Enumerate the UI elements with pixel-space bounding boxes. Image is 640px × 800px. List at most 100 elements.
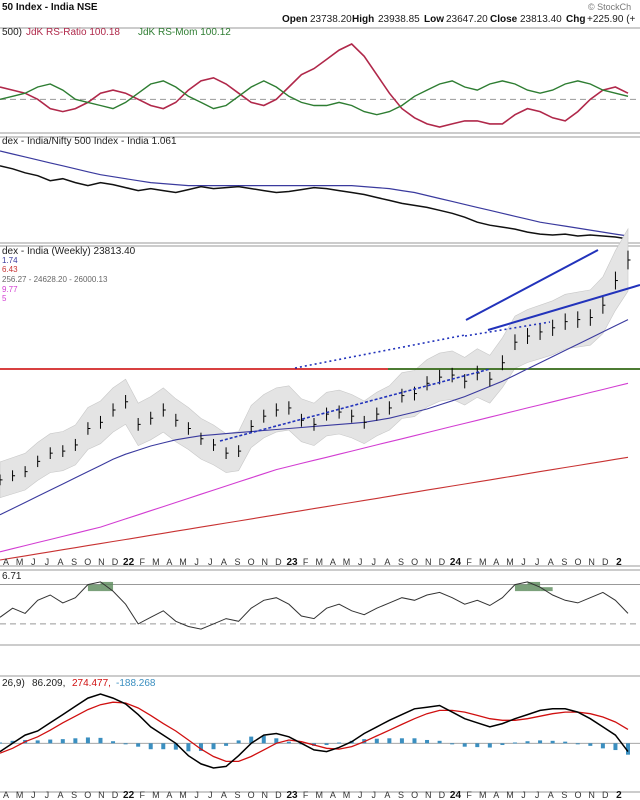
osc-overbought-fill	[527, 581, 541, 592]
macd-x-tick-label: A	[548, 790, 554, 800]
macd-x-tick-label: A	[330, 790, 336, 800]
macd-x-tick-label: O	[411, 790, 418, 800]
price-x-tick-label: J	[45, 557, 50, 567]
macd-x-tick-label: M	[479, 790, 487, 800]
macd-x-tick-label: 24	[450, 790, 462, 800]
price-x-tick-label: N	[98, 557, 105, 567]
channel-lower-line	[487, 284, 640, 331]
macd-x-tick-label: M	[152, 790, 160, 800]
price-x-tick-label: D	[112, 557, 119, 567]
price-x-tick-label: A	[3, 557, 9, 567]
macd-histogram-bar	[60, 739, 65, 744]
price-x-tick-label: O	[248, 557, 255, 567]
macd-signal-value: 274.477,	[72, 678, 111, 689]
macd-x-tick-label: O	[248, 790, 255, 800]
macd-x-tick-label: F	[303, 790, 309, 800]
macd-x-tick-label: D	[112, 790, 119, 800]
price-x-tick-label: M	[16, 557, 24, 567]
high-value: 23938.85	[378, 14, 420, 25]
price-x-tick-label: M	[316, 557, 324, 567]
macd-histogram-bar	[274, 738, 279, 744]
low-label: Low	[424, 14, 444, 25]
price-x-tick-label: M	[179, 557, 187, 567]
macd-x-tick-label: J	[45, 790, 50, 800]
price-x-tick-label: O	[411, 557, 418, 567]
open-value: 23738.20	[310, 14, 352, 25]
brand-watermark: © StockCh	[588, 2, 631, 12]
rs-ratio-line	[0, 43, 629, 128]
rrg-prefix: 500)	[2, 27, 22, 38]
low-value: 23647.20	[446, 14, 488, 25]
ma-legend: 1.74 6.43 256.27 - 24628.20 - 26000.13 9…	[2, 256, 108, 303]
price-x-tick-label: A	[221, 557, 227, 567]
macd-x-tick-label: A	[221, 790, 227, 800]
macd-histogram-bar	[236, 740, 241, 744]
price-x-tick-label: J	[358, 557, 363, 567]
ma-legend-4: 9.77	[2, 285, 18, 294]
macd-histogram-bar	[475, 743, 480, 748]
macd-x-tick-label: D	[439, 790, 446, 800]
macd-x-tick-label: F	[466, 790, 472, 800]
price-x-tick-label: O	[575, 557, 582, 567]
macd-x-axis: A M J J A S O N D 22 F M A M J J A S O N D 23 F M A M J J A S O N D 24 F M A…	[3, 790, 622, 800]
macd-x-tick-label: M	[506, 790, 514, 800]
price-x-tick-label: A	[57, 557, 63, 567]
macd-histogram-bar	[575, 743, 580, 745]
price-x-tick-label: A	[548, 557, 554, 567]
macd-histogram-bar	[538, 740, 543, 744]
chart-title: 50 Index - India NSE	[2, 2, 98, 13]
macd-histogram-bar	[500, 743, 505, 746]
macd-histogram-bar	[161, 743, 166, 750]
macd-histogram-bar	[136, 743, 141, 747]
price-x-tick-label: M	[152, 557, 160, 567]
rs-mom-legend: JdK RS-Mom 100.12	[138, 27, 231, 38]
macd-histogram-bar	[0, 742, 2, 744]
macd-histogram-bar	[626, 743, 630, 755]
trendline-dotted-upper	[294, 334, 466, 369]
osc-line	[0, 581, 629, 630]
relative-strength-line	[0, 165, 629, 240]
price-panel-label: dex - India (Weekly) 23813.40	[2, 246, 136, 257]
macd-histogram-bar	[211, 743, 216, 750]
relative-average-line	[0, 150, 629, 237]
panel-borders	[0, 27, 640, 793]
open-label: Open	[282, 14, 308, 25]
macd-histogram-bar	[412, 738, 417, 744]
macd-histogram-bar	[73, 738, 78, 744]
macd-histogram-bar	[600, 743, 605, 749]
macd-x-tick-label: O	[575, 790, 582, 800]
price-x-tick-label: 24	[450, 557, 462, 568]
macd-value: 86.209,	[32, 678, 65, 689]
osc-overbought-fill	[514, 584, 528, 592]
ma-legend-3: 256.27 - 24628.20 - 26000.13	[2, 275, 108, 284]
macd-histogram-bar	[374, 738, 379, 744]
macd-histogram-bar	[186, 743, 191, 752]
macd-x-tick-label: M	[343, 790, 351, 800]
rrg-panel-label: 500) JdK RS-Ratio 100.18 JdK RS-Mom 100.…	[2, 27, 231, 38]
trendline-dashed-lower	[219, 368, 491, 442]
price-x-tick-label: F	[139, 557, 145, 567]
macd-histogram-bar	[48, 739, 53, 744]
rs-ratio-legend: JdK RS-Ratio 100.18	[26, 27, 120, 38]
ma-100-line	[0, 382, 629, 553]
macd-histogram-bar	[387, 738, 392, 744]
macd-histogram-bar	[588, 743, 593, 746]
price-x-axis: A M J J A S O N D 22 F M A M J J A S O N D 23 F M A M J J A S O N D 24 F M A…	[3, 557, 622, 568]
macd-x-tick-label: F	[139, 790, 145, 800]
close-value: 23813.40	[520, 14, 562, 25]
macd-histogram-bar	[550, 740, 555, 744]
macd-x-tick-label: J	[31, 790, 36, 800]
macd-hist-value: -188.268	[116, 678, 156, 689]
macd-histogram-bar	[525, 741, 530, 744]
macd-x-tick-label: N	[262, 790, 269, 800]
macd-histogram-bar	[286, 741, 291, 744]
price-x-tick-label: A	[166, 557, 172, 567]
macd-x-tick-label: A	[3, 790, 9, 800]
ma-legend-5: 5	[2, 294, 7, 303]
osc-overbought-fill	[540, 587, 553, 592]
macd-x-tick-label: J	[208, 790, 213, 800]
price-x-tick-label: N	[425, 557, 432, 567]
price-x-tick-label: D	[439, 557, 446, 567]
macd-x-tick-label: A	[57, 790, 63, 800]
price-x-tick-label: J	[521, 557, 526, 567]
